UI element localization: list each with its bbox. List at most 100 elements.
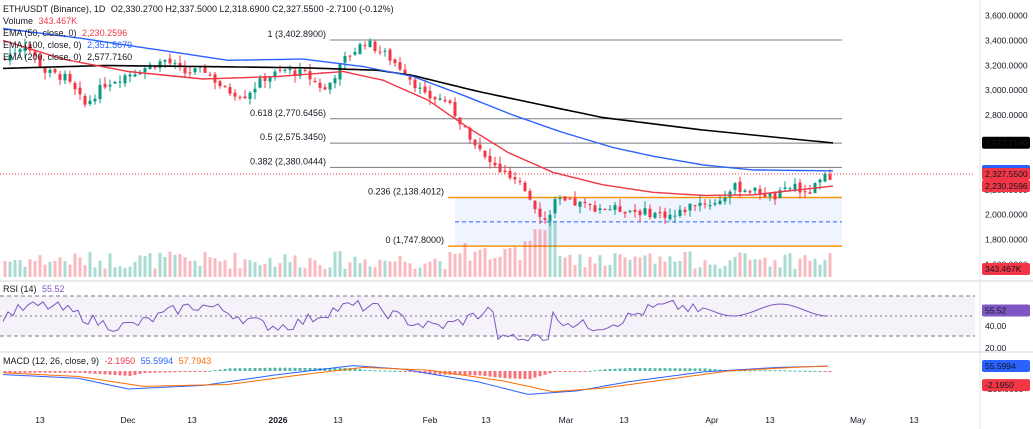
time-tick: Mar	[559, 415, 574, 425]
candle-body	[528, 191, 532, 200]
time-tick: 13	[765, 415, 775, 425]
candle-body	[43, 67, 47, 73]
volume-bar	[3, 261, 7, 277]
macd-hist-bar	[488, 371, 492, 377]
candle-body	[108, 84, 112, 87]
candle-body	[718, 200, 722, 205]
candle-body	[573, 198, 577, 206]
volume-bar	[228, 268, 232, 277]
candle-body	[118, 81, 122, 83]
macd-badge	[982, 379, 1030, 392]
candle-body	[298, 69, 302, 76]
volume-bar	[758, 259, 762, 277]
candle-body	[153, 66, 157, 68]
legend-macd[interactable]: MACD (12, 26, close, 9) -2.1950 55.5994 …	[3, 356, 214, 367]
macd-hist-bar	[273, 367, 277, 371]
macd-hist-bar	[383, 370, 387, 372]
candle-body	[663, 211, 667, 218]
macd-hist-bar	[58, 371, 62, 373]
candle-body	[313, 81, 317, 83]
candle-body	[633, 209, 637, 212]
rsi-label: RSI (14)	[3, 284, 37, 294]
legend-ema50[interactable]: EMA (50, close, 0) 2,230.2596	[3, 28, 130, 39]
volume-bar	[18, 260, 22, 277]
volume-bar	[583, 267, 587, 277]
macd-hist-bar	[493, 371, 497, 378]
candle-body	[278, 69, 282, 71]
candle-body	[188, 72, 192, 74]
candle-body	[193, 68, 197, 73]
candle-body	[368, 40, 372, 48]
candle-body	[508, 170, 512, 179]
legend-ema100[interactable]: EMA (100, close, 0) 2,351.5679	[3, 40, 135, 51]
volume-bar	[343, 268, 347, 277]
volume-bar	[138, 255, 142, 277]
candle-body	[708, 205, 712, 207]
legend-symbol[interactable]: ETH/USDT (Binance), 1D O2,330.2700 H2,33…	[3, 4, 397, 15]
candle-body	[823, 173, 827, 182]
volume-bar	[813, 258, 817, 277]
macd-hist-bar	[373, 370, 377, 372]
candle-body	[763, 194, 767, 197]
candle-body	[308, 71, 312, 80]
volume-bar	[608, 264, 612, 277]
volume-bar	[423, 263, 427, 277]
macd-hist-bar	[658, 368, 662, 371]
macd-hist-bar	[333, 368, 337, 371]
candle-body	[783, 187, 787, 189]
macd-hist-bar	[338, 368, 342, 371]
candle-body	[83, 95, 87, 105]
macd-hist-bar	[783, 370, 787, 372]
macd-hist-bar	[618, 368, 622, 371]
time-tick: 13	[187, 415, 197, 425]
legend-volume[interactable]: Volume 343.467K	[3, 16, 80, 27]
volume-bar	[503, 248, 507, 277]
rsi-line	[2, 299, 829, 342]
macd-hist-bar	[578, 371, 582, 372]
candle-body	[158, 61, 162, 68]
macd-hist-bar	[93, 371, 97, 374]
ema50-value: 2,230.2596	[82, 28, 128, 38]
candle-body	[378, 51, 382, 53]
macd-hist-bar	[558, 371, 562, 372]
candle-body	[38, 55, 42, 67]
volume-bar	[683, 252, 687, 277]
volume-badge	[982, 263, 1030, 275]
volume-bar	[633, 256, 637, 277]
legend-rsi[interactable]: RSI (14) 55.52	[3, 284, 68, 295]
candle-body	[428, 90, 432, 99]
price-badge	[982, 136, 1030, 149]
candle-body	[8, 54, 12, 61]
legend-ema200[interactable]: EMA (200, close, 0) 2,577.7160	[3, 52, 135, 63]
volume-bar	[108, 253, 112, 277]
candle-body	[293, 70, 297, 76]
volume-bar	[58, 257, 62, 277]
macd-hist-bar	[38, 371, 42, 373]
volume-bar	[473, 251, 477, 277]
candle-body	[453, 102, 457, 117]
macd-hist-bar	[8, 371, 12, 373]
fib-retracement[interactable]: 1 (3,402.8900) 0.618 (2,770.6456) 0.5 (2,5…	[0, 29, 975, 247]
volume-bar	[593, 263, 597, 277]
volume-bar	[658, 256, 662, 277]
macd-hist-bar	[118, 371, 122, 376]
volume-bar	[398, 255, 402, 277]
ema-lines	[2, 27, 834, 197]
volume-bar	[8, 261, 12, 277]
volume-bar	[543, 230, 547, 277]
volume-bar	[83, 265, 87, 277]
candle-body	[488, 155, 492, 163]
volume-label: Volume	[3, 16, 34, 26]
macd-hist-bar	[548, 371, 552, 374]
volume-bar	[123, 267, 127, 277]
volume-bar	[248, 260, 252, 277]
candle-body	[678, 209, 682, 216]
volume-bar	[518, 260, 522, 277]
macd-label: MACD (12, 26, close, 9)	[3, 356, 100, 366]
volume-bar	[548, 219, 552, 277]
macd-hist-bar	[23, 371, 27, 373]
volume-bar	[278, 262, 282, 277]
volume-bar	[668, 256, 672, 277]
candle-body	[13, 52, 17, 54]
